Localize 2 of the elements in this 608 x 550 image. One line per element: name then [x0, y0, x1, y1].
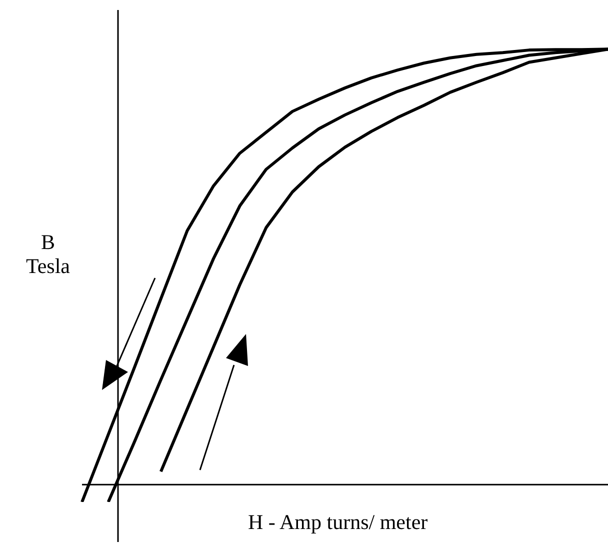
y-axis-title: B Tesla [24, 230, 71, 278]
x-axis-title: H - Amp turns/ meter [248, 510, 428, 535]
